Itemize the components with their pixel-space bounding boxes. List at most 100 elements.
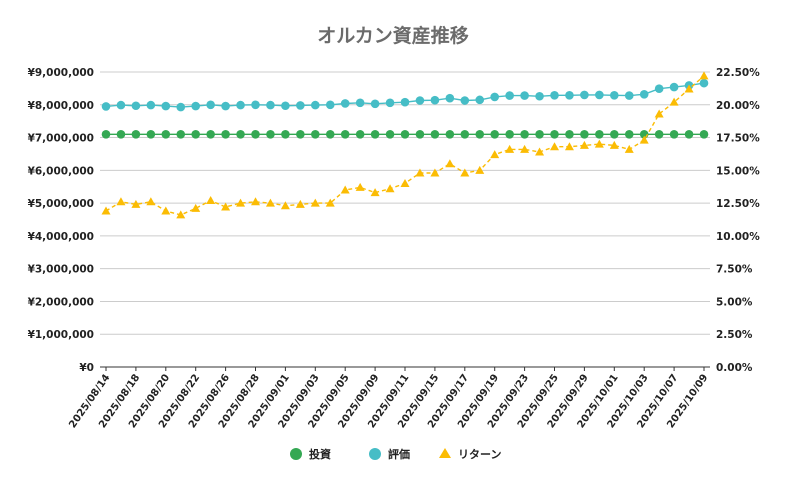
data-point xyxy=(460,168,470,177)
data-point xyxy=(206,129,215,139)
data-point xyxy=(610,129,619,139)
data-point xyxy=(639,89,649,99)
data-point xyxy=(475,165,485,174)
data-point xyxy=(236,100,245,110)
data-point xyxy=(654,109,664,118)
data-point xyxy=(400,129,410,139)
data-point xyxy=(385,129,395,139)
data-point xyxy=(206,100,215,110)
data-point xyxy=(370,129,380,139)
right-axis-tick-label: 7.50% xyxy=(716,264,753,276)
left-axis-tick-label: ¥4,000,000 xyxy=(28,231,94,243)
right-axis-ticks: 0.00% 2.50% 5.00% 7.50% 10.00% 12.50% 15.00% 17… xyxy=(716,67,760,374)
data-point xyxy=(550,142,559,151)
data-point xyxy=(505,129,514,139)
data-point xyxy=(430,168,440,177)
chart-title: オルカン資産推移 xyxy=(317,24,468,47)
data-point xyxy=(206,195,216,204)
left-axis-tick-label: ¥9,000,000 xyxy=(28,67,94,79)
right-axis-tick-label: 10.00% xyxy=(716,231,760,243)
data-point xyxy=(669,97,679,106)
data-point xyxy=(340,185,350,194)
data-point xyxy=(505,144,515,153)
data-point xyxy=(385,184,395,193)
data-point xyxy=(564,142,574,151)
data-point xyxy=(385,98,395,108)
data-point xyxy=(236,198,246,207)
data-point xyxy=(355,182,365,191)
data-point xyxy=(101,102,111,111)
right-axis-tick-label: 2.50% xyxy=(716,329,753,341)
legend-label: リターン xyxy=(458,448,501,461)
legend-marker xyxy=(439,448,451,458)
data-point xyxy=(535,147,545,156)
data-point xyxy=(430,95,440,105)
data-point xyxy=(654,84,664,94)
data-point xyxy=(400,97,410,107)
data-point xyxy=(595,129,604,139)
right-axis-tick-label: 5.00% xyxy=(716,296,753,308)
data-point xyxy=(116,100,126,110)
data-point xyxy=(505,91,514,100)
data-point xyxy=(550,129,559,139)
data-point xyxy=(639,135,649,144)
data-point xyxy=(280,201,290,210)
data-point xyxy=(325,100,335,110)
data-point xyxy=(325,198,335,207)
series-group xyxy=(101,71,709,219)
data-point xyxy=(101,206,111,215)
data-point xyxy=(490,92,500,102)
data-point xyxy=(266,129,275,139)
data-point xyxy=(699,129,709,139)
data-point xyxy=(654,129,664,139)
data-point xyxy=(311,129,320,139)
data-point xyxy=(191,129,200,139)
data-point xyxy=(624,129,634,139)
data-point xyxy=(296,101,305,110)
series-2 xyxy=(101,71,709,219)
data-point xyxy=(131,199,141,208)
legend-label: 評価 xyxy=(388,447,410,461)
data-point xyxy=(595,90,604,100)
data-point xyxy=(221,101,230,111)
data-point xyxy=(415,96,425,105)
left-axis-ticks: ¥0 ¥1,000,000 ¥2,000,000 ¥3,000,000 ¥4,000,0… xyxy=(28,67,94,374)
right-axis-tick-label: 22.50% xyxy=(716,67,760,79)
right-axis-tick-label: 0.00% xyxy=(716,362,753,374)
right-axis-tick-label: 17.50% xyxy=(716,133,760,145)
data-point xyxy=(251,197,260,206)
data-point xyxy=(176,102,186,112)
data-point xyxy=(131,101,141,111)
data-point xyxy=(221,202,231,211)
data-point xyxy=(131,129,141,139)
data-point xyxy=(116,129,126,139)
data-point xyxy=(445,129,455,139)
data-point xyxy=(176,129,186,139)
legend-marker xyxy=(290,448,302,460)
data-point xyxy=(370,188,380,197)
data-point xyxy=(445,93,455,103)
data-point xyxy=(161,129,171,139)
right-axis-tick-label: 15.00% xyxy=(716,165,760,177)
data-point xyxy=(146,129,156,139)
data-point xyxy=(266,100,275,110)
data-point xyxy=(684,84,694,93)
data-point xyxy=(520,91,529,100)
data-point xyxy=(116,197,126,206)
data-point xyxy=(311,100,320,110)
data-point xyxy=(281,101,290,111)
data-point xyxy=(370,99,380,109)
left-axis-tick-label: ¥2,000,000 xyxy=(28,296,94,308)
data-point xyxy=(415,168,425,177)
data-point xyxy=(550,90,559,100)
data-point xyxy=(355,129,365,139)
data-point xyxy=(669,129,679,139)
data-point xyxy=(191,101,200,111)
legend: 投資 評価 リターン xyxy=(290,447,501,461)
data-point xyxy=(161,206,171,215)
data-point xyxy=(236,129,245,139)
data-point xyxy=(490,150,500,159)
left-axis-tick-label: ¥8,000,000 xyxy=(28,100,94,112)
left-axis-tick-label: ¥7,000,000 xyxy=(28,133,94,145)
data-point xyxy=(161,101,171,111)
